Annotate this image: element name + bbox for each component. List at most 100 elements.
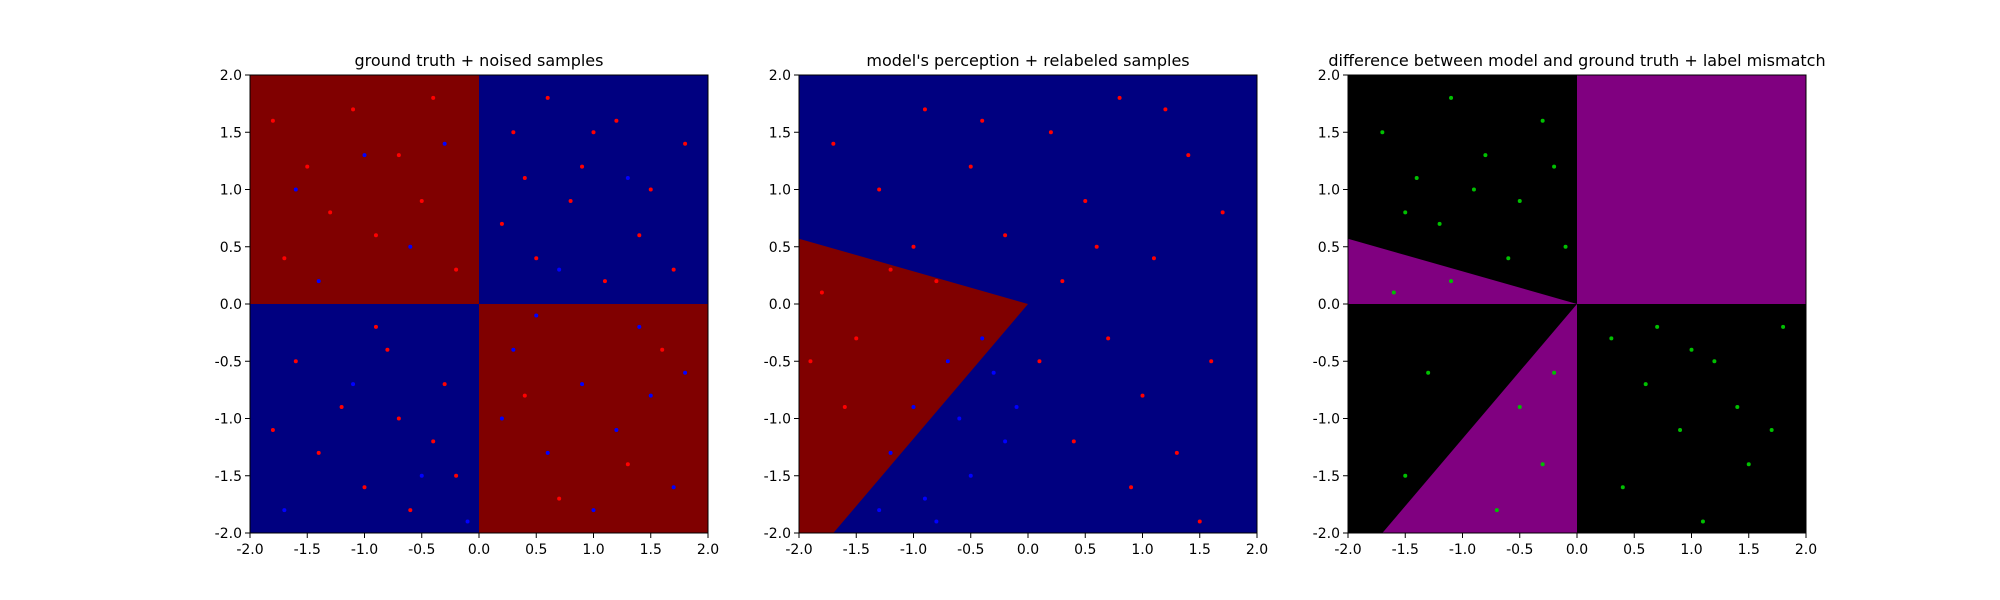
x-tick-label: 2.0 (697, 542, 719, 558)
y-tick-label: 0.0 (220, 297, 242, 313)
y-tick-label: -1.5 (764, 469, 791, 485)
y-tick-label: 0.5 (769, 240, 791, 256)
data-point (293, 359, 298, 364)
y-tick-label: -2.0 (764, 526, 791, 542)
data-point (1449, 279, 1454, 284)
data-point (442, 141, 447, 146)
chart-panel-2: -2.0 -1.5 -1.0 -0.5 0.0 0.5 1.0 1.5 2.0 -2.0 -1.5 -… (764, 51, 1268, 558)
data-point (819, 290, 824, 295)
y-tick-label: 1.5 (1318, 125, 1340, 141)
data-point (580, 382, 585, 387)
data-point (945, 359, 950, 364)
data-point (1712, 359, 1717, 364)
data-point (351, 382, 356, 387)
data-point (1129, 485, 1134, 490)
x-tick-label: 1.0 (1131, 542, 1153, 558)
data-point (362, 153, 367, 158)
data-point (1209, 359, 1214, 364)
data-point (1014, 405, 1019, 410)
x-tick-label: 2.0 (1795, 542, 1817, 558)
plot-area (250, 75, 708, 533)
x-tick-label: 0.0 (1017, 542, 1039, 558)
data-point (499, 221, 504, 226)
data-point (1689, 347, 1694, 352)
data-point (1037, 359, 1042, 364)
x-tick-label: -2.0 (1334, 542, 1361, 558)
series-2 (282, 141, 688, 524)
data-point (637, 233, 642, 238)
data-point (934, 279, 939, 284)
data-point (1003, 233, 1008, 238)
data-point (408, 244, 413, 249)
data-point (305, 164, 310, 169)
data-point (808, 359, 813, 364)
data-point (1643, 382, 1648, 387)
y-tick-label: 1.5 (220, 125, 242, 141)
data-point (1083, 198, 1088, 203)
data-point (968, 164, 973, 169)
data-point (591, 508, 596, 513)
data-point (1094, 244, 1099, 249)
x-tick-label: 0.0 (1566, 542, 1588, 558)
chart-title: difference between model and ground trut… (1328, 51, 1825, 70)
data-point (1151, 256, 1156, 261)
data-point (648, 393, 653, 398)
difference-region (1348, 238, 1577, 304)
data-point (1163, 107, 1168, 112)
y-tick-label: -1.5 (215, 469, 242, 485)
data-point (465, 519, 470, 524)
data-point (511, 347, 516, 352)
data-point (1426, 370, 1431, 375)
y-tick-label: -2.0 (215, 526, 242, 542)
data-point (877, 508, 882, 513)
data-point (1540, 118, 1545, 123)
data-point (1517, 405, 1522, 410)
data-point (625, 176, 630, 181)
y-tick-label: 1.5 (769, 125, 791, 141)
data-point (1391, 290, 1396, 295)
data-point (1414, 176, 1419, 181)
chart-panel-1: -2.0 -1.5 -1.0 -0.5 0.0 0.5 1.0 1.5 2.0 -2.0 -1.5 -… (215, 51, 719, 558)
data-point (1700, 519, 1705, 524)
y-tick-label: -1.0 (1313, 412, 1340, 428)
data-point (454, 473, 459, 478)
data-point (1494, 508, 1499, 513)
y-tick-label: 2.0 (769, 68, 791, 84)
data-point (1380, 130, 1385, 135)
x-tick-label: -0.5 (408, 542, 435, 558)
data-point (1106, 336, 1111, 341)
x-tick-label: 1.0 (582, 542, 604, 558)
data-point (1197, 519, 1202, 524)
x-tick-label: 1.0 (1680, 542, 1702, 558)
data-point (396, 416, 401, 421)
data-point (511, 130, 516, 135)
data-point (637, 324, 642, 329)
data-point (1140, 393, 1145, 398)
data-point (1552, 370, 1557, 375)
data-point (1220, 210, 1225, 215)
data-point (1403, 473, 1408, 478)
quadrant-region (250, 304, 479, 533)
series-1 (808, 95, 1225, 524)
y-tick-label: -1.5 (1313, 469, 1340, 485)
data-point (408, 508, 413, 513)
plot-area (799, 75, 1257, 533)
data-point (625, 462, 630, 467)
data-point (648, 187, 653, 192)
data-point (557, 267, 562, 272)
data-point (534, 256, 539, 261)
data-point (980, 118, 985, 123)
series-1 (270, 95, 688, 513)
data-point (1071, 439, 1076, 444)
data-point (1609, 336, 1614, 341)
data-point (419, 473, 424, 478)
data-point (683, 141, 688, 146)
y-tick-label: -2.0 (1313, 526, 1340, 542)
y-tick-label: 1.0 (220, 183, 242, 199)
data-point (1781, 324, 1786, 329)
quadrant-region (479, 75, 708, 304)
x-tick-label: 1.5 (640, 542, 662, 558)
y-tick-label: -0.5 (215, 354, 242, 370)
chart-title: model's perception + relabeled samples (866, 51, 1189, 70)
